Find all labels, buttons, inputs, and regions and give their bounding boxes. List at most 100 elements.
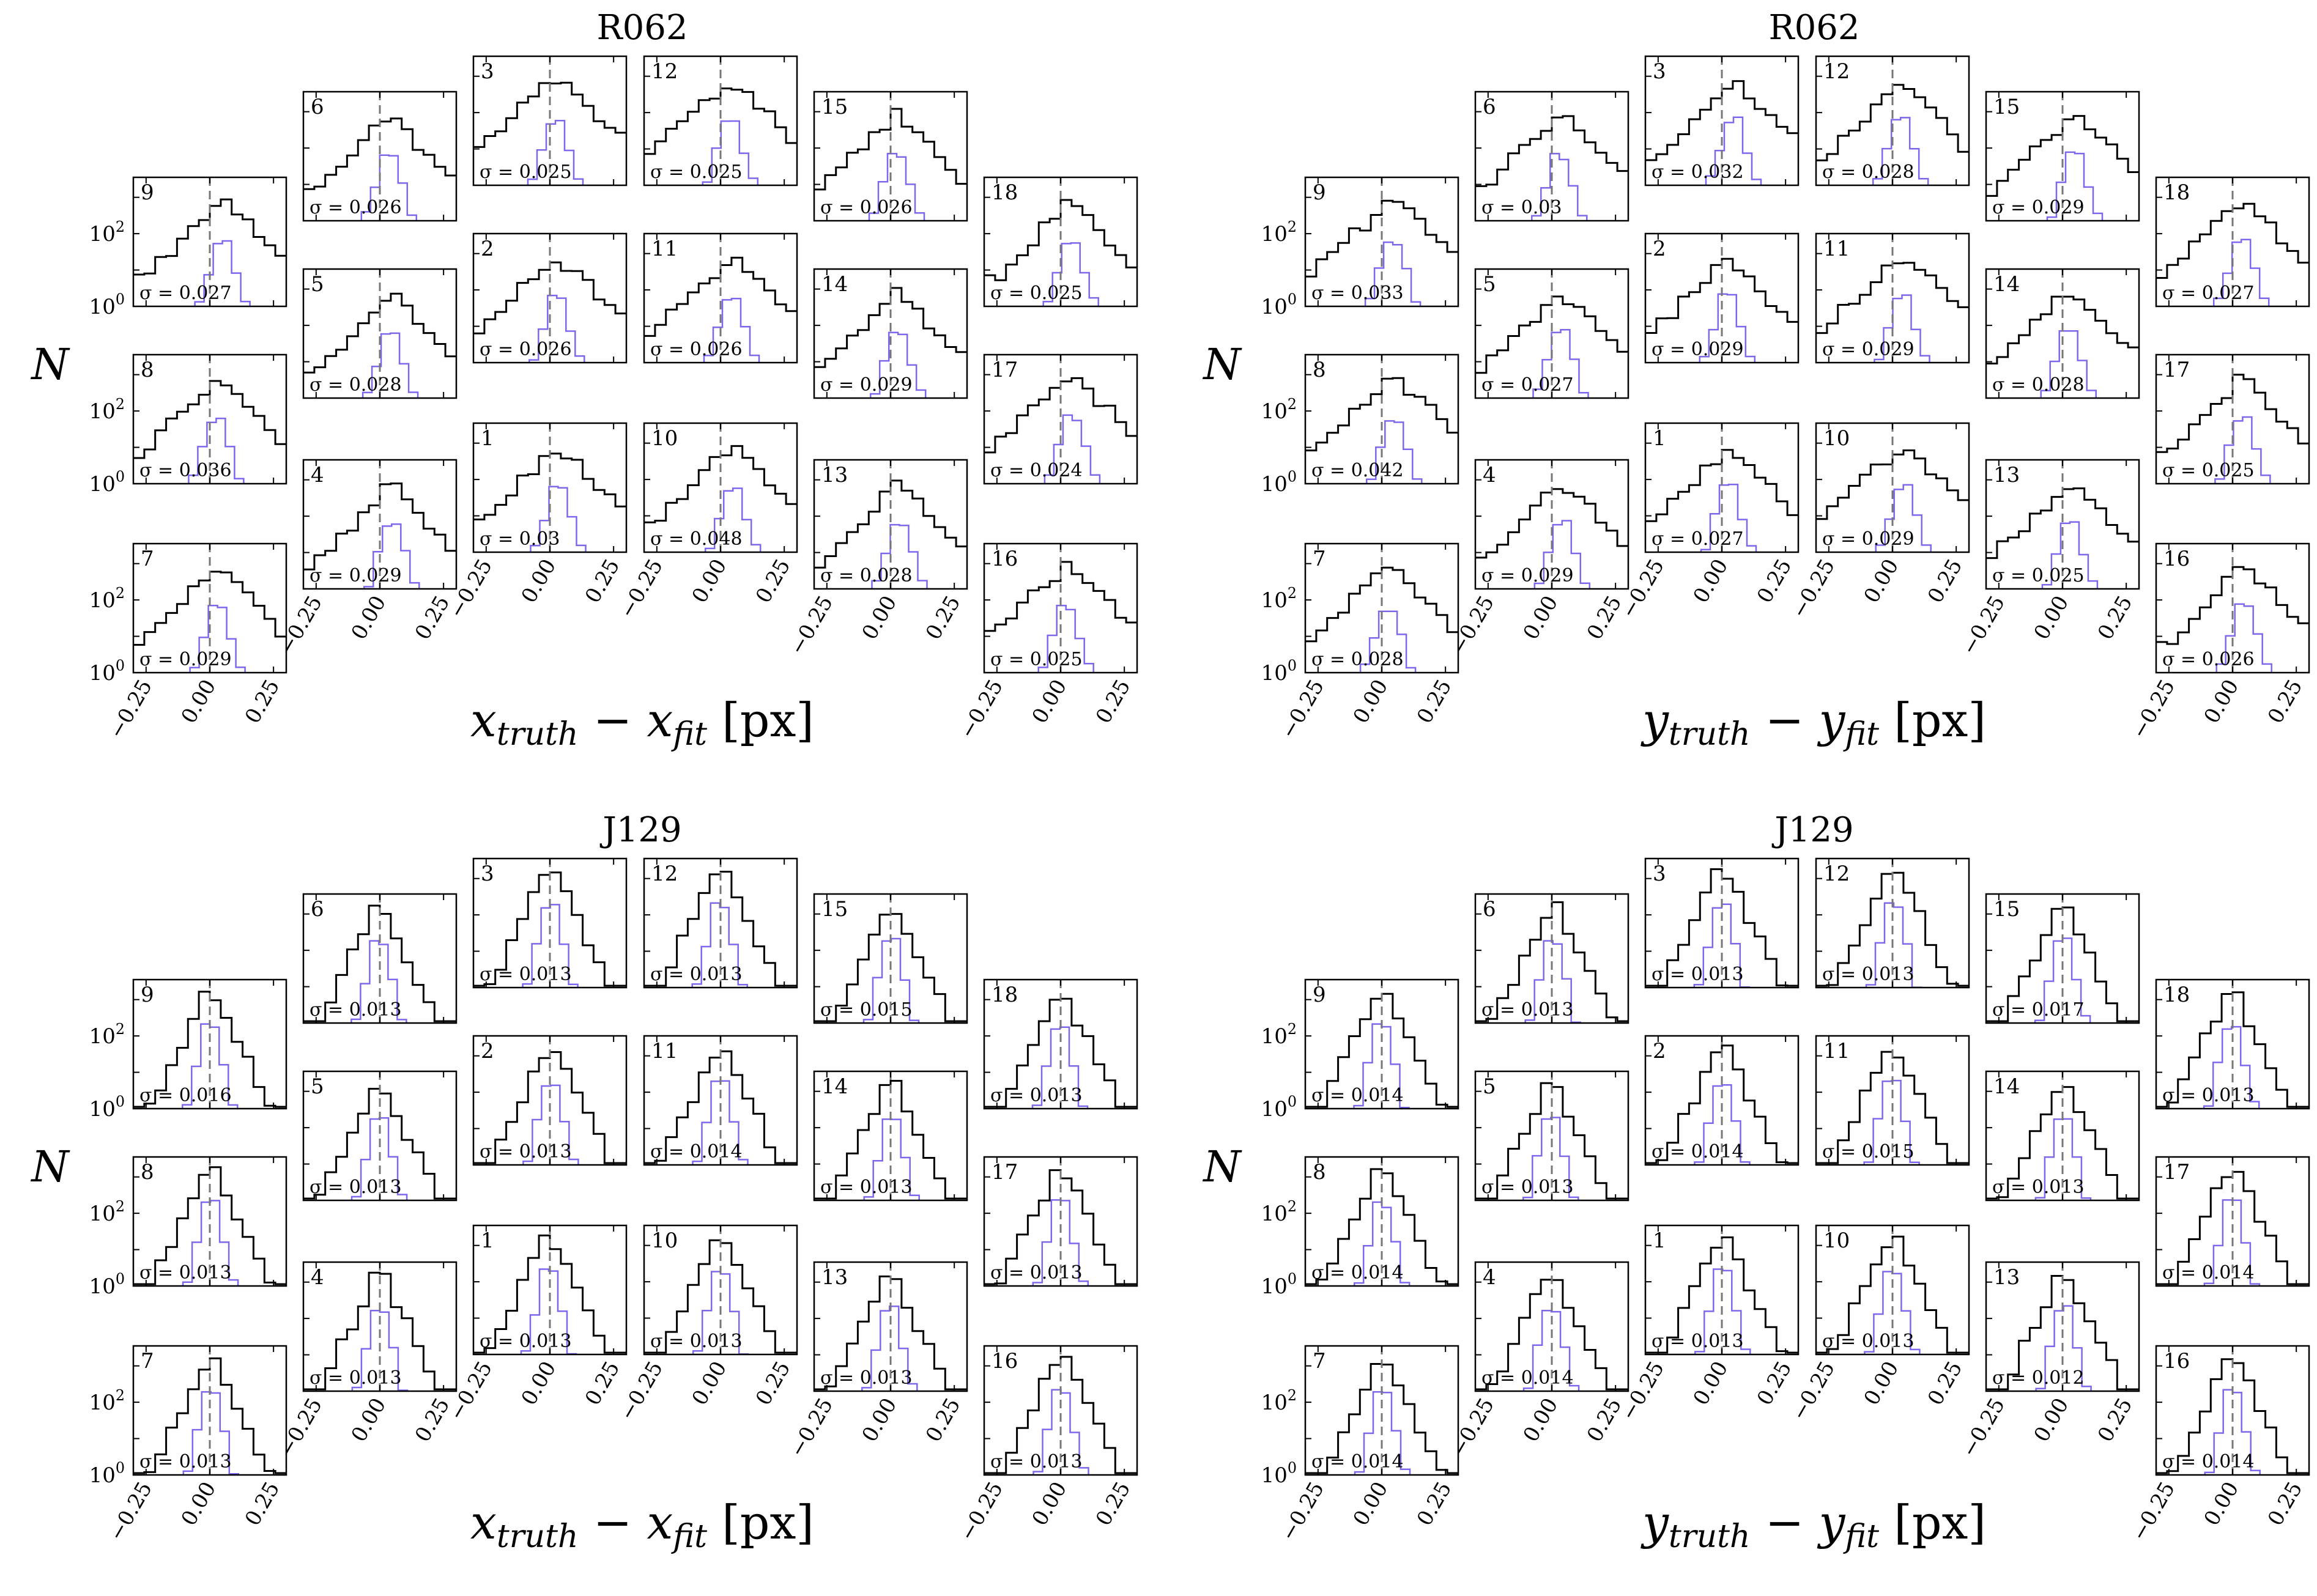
detector-id: 16 xyxy=(2163,1349,2190,1373)
sigma-label: σ = 0.025 xyxy=(650,161,743,183)
y-tick-label: 100 xyxy=(89,1093,125,1121)
histogram-total xyxy=(644,87,797,155)
x-tick-label: −0.25 xyxy=(1446,592,1499,659)
sigma-label: σ = 0.014 xyxy=(1311,1451,1404,1472)
detector-panel-11: 11 σ = 0.026 xyxy=(643,232,798,364)
x-tick-label: 0.00 xyxy=(1349,676,1393,728)
detector-id: 1 xyxy=(481,426,494,451)
detector-id: 13 xyxy=(821,463,848,487)
x-tick-label: 0.00 xyxy=(517,1358,561,1410)
detector-panel-10: 10 σ = 0.013 −0.25 0.00 0.25 xyxy=(1787,1224,1970,1425)
x-tick-label: 0.00 xyxy=(1519,1394,1563,1447)
sigma-label: σ = 0.014 xyxy=(650,1141,743,1162)
histogram-subset xyxy=(1700,483,1757,552)
x-tick-label: 0.00 xyxy=(1859,1358,1904,1410)
y-tick-label: 100 xyxy=(89,1271,125,1299)
sigma-label: σ = 0.03 xyxy=(1481,197,1562,218)
detector-id: 10 xyxy=(651,1228,678,1253)
histogram-subset xyxy=(2035,1305,2092,1391)
detector-panel-3: 3 σ = 0.032 xyxy=(1644,55,1800,187)
histogram-total xyxy=(303,1271,456,1391)
y-tick-label: 100 xyxy=(1261,468,1297,497)
x-tick-label: −0.25 xyxy=(785,592,838,659)
x-tick-label: 0.00 xyxy=(1689,555,1733,608)
detector-panel-8: 8 σ = 0.036 100 102 xyxy=(89,353,287,497)
histogram-total xyxy=(984,1169,1137,1285)
x-tick-label: 0.25 xyxy=(1582,1394,1626,1447)
detector-id: 9 xyxy=(141,983,154,1007)
sigma-label: σ = 0.026 xyxy=(310,197,402,218)
histogram-subset xyxy=(1037,605,1094,673)
x-tick-label: 0.00 xyxy=(1028,676,1072,728)
detector-panel-5: 5 σ = 0.027 xyxy=(1474,268,1629,399)
x-tick-label: 0.00 xyxy=(1689,1358,1733,1410)
detector-panel-5: 5 σ = 0.013 xyxy=(302,1070,458,1202)
sigma-label: σ = 0.014 xyxy=(1481,1367,1574,1389)
detector-id: 2 xyxy=(1653,237,1666,261)
detector-id: 5 xyxy=(1483,272,1496,297)
histogram-subset xyxy=(2215,603,2272,673)
y-tick-label: 100 xyxy=(1261,1271,1297,1299)
x-tick-label: 0.00 xyxy=(688,555,732,608)
detector-id: 18 xyxy=(992,983,1018,1007)
histogram-total xyxy=(644,256,797,337)
detector-panel-18: 18 σ = 0.025 xyxy=(983,176,1138,308)
histogram-subset xyxy=(350,940,407,1023)
sigma-label: σ = 0.013 xyxy=(1992,1177,2085,1198)
detector-panel-17: 17 σ = 0.013 xyxy=(983,1156,1138,1287)
histogram-subset xyxy=(361,332,419,398)
detector-id: 5 xyxy=(311,1074,324,1099)
detector-id: 4 xyxy=(1483,463,1496,487)
x-tick-label: 0.00 xyxy=(1859,555,1904,608)
x-tick-label: −0.25 xyxy=(274,592,327,659)
sigma-label: σ = 0.028 xyxy=(1992,374,2085,396)
x-tick-label: 0.25 xyxy=(1582,592,1626,645)
detector-panel-9: 9 σ = 0.027 100 102 xyxy=(89,176,287,319)
chart-title: R062 xyxy=(596,8,688,48)
sigma-label: σ = 0.013 xyxy=(1481,1177,1574,1198)
detector-panel-13: 13 σ = 0.025 −0.25 0.00 0.25 xyxy=(1957,459,2140,659)
sigma-label: σ = 0.03 xyxy=(480,528,560,550)
sigma-label: σ = 0.026 xyxy=(480,339,572,360)
x-tick-label: −0.25 xyxy=(2127,676,2180,743)
sigma-label: σ = 0.029 xyxy=(1822,339,1915,360)
detector-panel-5: 5 σ = 0.028 xyxy=(302,268,458,399)
x-tick-label: 0.00 xyxy=(1519,592,1563,645)
detector-panel-1: 1σ = 0.013−0.25 0.00 0.25 xyxy=(1616,1224,1800,1425)
histogram-subset xyxy=(863,1118,920,1200)
detector-id: 16 xyxy=(992,1349,1018,1373)
detector-panel-6: 6 σ = 0.013 xyxy=(302,893,458,1024)
x-tick-label: 0.25 xyxy=(240,1478,284,1531)
sigma-label: σ = 0.025 xyxy=(1992,565,2085,586)
detector-id: 3 xyxy=(481,862,494,886)
x-tick-label: 0.25 xyxy=(751,1358,795,1410)
x-tick-label: 0.25 xyxy=(410,1394,454,1447)
histogram-subset xyxy=(861,1305,918,1391)
detector-id: 13 xyxy=(1993,1265,2020,1290)
detector-id: 4 xyxy=(311,1265,324,1290)
sigma-label: σ = 0.014 xyxy=(1652,1141,1744,1162)
histogram-total xyxy=(133,198,286,276)
x-tick-label: 0.25 xyxy=(1091,676,1135,728)
sigma-label: σ = 0.026 xyxy=(2162,649,2255,670)
detector-panel-3: 3 σ = 0.013 xyxy=(472,857,628,989)
sigma-label: σ = 0.028 xyxy=(1822,161,1915,183)
detector-id: 8 xyxy=(141,358,154,382)
x-tick-label: 0.25 xyxy=(580,555,625,608)
detector-id: 1 xyxy=(1653,426,1666,451)
detector-id: 7 xyxy=(1313,547,1326,571)
y-tick-label: 100 xyxy=(1261,1093,1297,1121)
x-tick-label: −0.25 xyxy=(1446,1394,1499,1461)
sigma-label: σ = 0.017 xyxy=(1992,999,2085,1021)
x-tick-label: 0.00 xyxy=(347,592,391,645)
histogram-total xyxy=(2156,1358,2309,1474)
detector-panel-16: 16 σ = 0.013 −0.25 0.00 0.25 xyxy=(955,1345,1138,1545)
detector-panel-15: 15 σ = 0.015 xyxy=(813,893,968,1024)
detector-id: 15 xyxy=(821,897,848,922)
detector-id: 4 xyxy=(311,463,324,487)
histogram-total xyxy=(1816,84,1969,161)
histogram-subset xyxy=(2041,521,2099,589)
histogram-subset xyxy=(530,486,587,552)
y-tick-label: 102 xyxy=(1261,585,1297,613)
